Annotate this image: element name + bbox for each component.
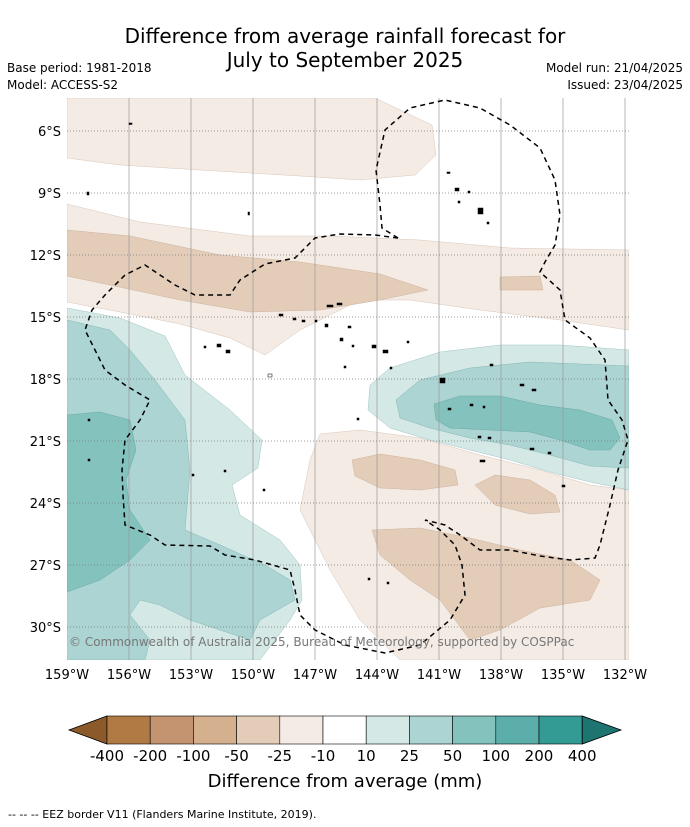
dry-band-north: [67, 98, 437, 181]
lat-label: 27°S: [30, 559, 61, 574]
colorbar-segment: [452, 715, 497, 745]
left-meta: Base period: 1981-2018 Model: ACCESS-S2: [7, 60, 152, 94]
colorbar: -400 -200 -100 -50 -25 -10 10 25 50 100 200 400: [67, 715, 623, 765]
wet-mid-west: [67, 319, 296, 660]
islands: [86, 122, 566, 585]
lat-label: 30°S: [30, 621, 61, 636]
title-line-1: Difference from average rainfall forecas…: [124, 24, 566, 48]
eez-border-north: [375, 99, 629, 561]
colorbar-segment: [279, 715, 324, 745]
dry-core-southeast-1: [351, 453, 459, 491]
colorbar-segment: [149, 715, 194, 745]
lon-label: 144°W: [355, 668, 399, 683]
lon-label: 159°W: [45, 668, 89, 683]
lat-grid-lines: [67, 130, 629, 628]
colorbar-segment: [236, 715, 281, 745]
lon-label: 141°W: [417, 668, 461, 683]
model-run-text: Model run: 21/04/2025: [545, 61, 683, 75]
lon-label: 156°W: [107, 668, 151, 683]
colorbar-label: -10: [311, 747, 336, 765]
lat-label: 18°S: [30, 373, 61, 388]
colorbar-label: 50: [443, 747, 462, 765]
dry-core-east: [499, 275, 544, 291]
lat-labels: 6°S 9°S 12°S 15°S 18°S 21°S 24°S 27°S 30…: [30, 125, 61, 636]
colorbar-label: 100: [481, 747, 510, 765]
lon-labels: 159°W 156°W 153°W 150°W 147°W 144°W 141°…: [45, 668, 647, 683]
colorbar-label: -50: [224, 747, 249, 765]
lat-label: 12°S: [30, 249, 61, 264]
lon-label: 147°W: [293, 668, 337, 683]
lon-label: 150°W: [231, 668, 275, 683]
lon-label: 138°W: [479, 668, 523, 683]
copyright-text: © Commonwealth of Australia 2025, Bureau…: [69, 635, 574, 649]
lon-label: 153°W: [169, 668, 213, 683]
lat-label: 6°S: [38, 125, 61, 140]
colorbar-label: 25: [400, 747, 419, 765]
colorbar-segment: [409, 715, 453, 745]
map-area: © Commonwealth of Australia 2025, Bureau…: [67, 98, 629, 660]
issued-text: Issued: 23/04/2025: [567, 78, 683, 92]
colorbar-segment: [365, 715, 410, 745]
title-line-2: July to September 2025: [226, 48, 464, 72]
map-title: Difference from average rainfall forecas…: [0, 24, 690, 72]
model-text: Model: ACCESS-S2: [7, 78, 119, 92]
lat-label: 24°S: [30, 497, 61, 512]
wet-core-east: [433, 395, 621, 451]
eez-border-northwest: [84, 233, 466, 654]
colorbar-segment: [193, 715, 237, 745]
lon-label: 132°W: [603, 668, 647, 683]
colorbar-segment: [106, 715, 151, 745]
lat-label: 21°S: [30, 435, 61, 450]
colorbar-extend-high: [581, 715, 623, 745]
eez-borders: [84, 99, 629, 654]
right-meta: Model run: 21/04/2025 Issued: 23/04/2025: [546, 60, 683, 94]
colorbar-label: 200: [525, 747, 554, 765]
lat-label: 15°S: [30, 311, 61, 326]
colorbar-title: Difference from average (mm): [207, 771, 483, 792]
colorbar-label: 10: [357, 747, 376, 765]
colorbar-label: 400: [568, 747, 597, 765]
base-period-text: Base period: 1981-2018: [7, 61, 152, 75]
lat-label: 9°S: [38, 187, 61, 202]
colorbar-segment: [322, 715, 367, 745]
footnote: -- -- -- EEZ border V11 (Flanders Marine…: [8, 808, 317, 821]
colorbar-label: -100: [176, 747, 210, 765]
colorbar-segment: [495, 715, 540, 745]
colorbar-segment: [538, 715, 583, 745]
colorbar-label: -400: [90, 747, 124, 765]
colorbar-label: -25: [268, 747, 293, 765]
colorbar-label: -200: [133, 747, 167, 765]
lon-label: 135°W: [541, 668, 585, 683]
colorbar-extend-low: [67, 715, 108, 745]
